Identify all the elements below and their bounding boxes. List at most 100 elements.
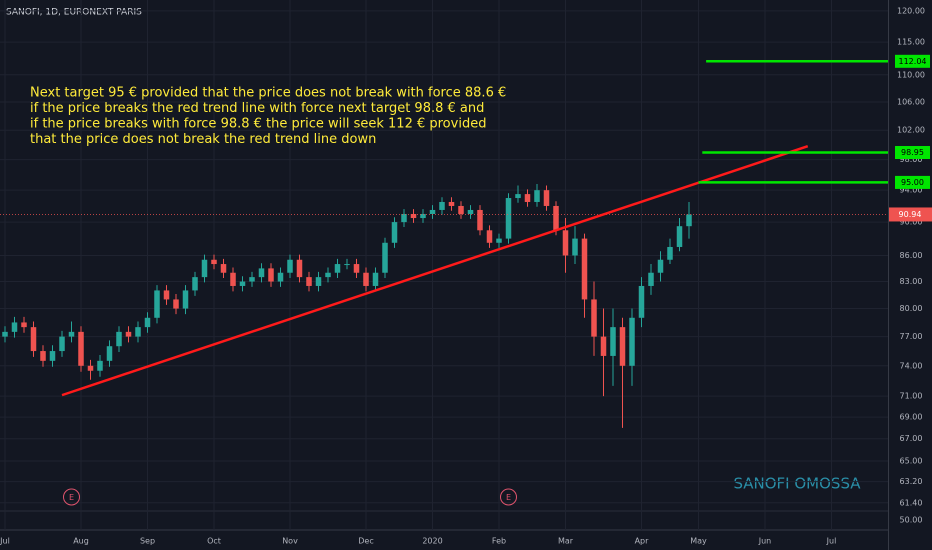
candle-body xyxy=(97,360,103,371)
candle-body xyxy=(591,299,597,337)
y-tick-label: 61.40 xyxy=(900,498,923,507)
candle-body xyxy=(163,290,170,300)
y-tick-label: 83.00 xyxy=(900,277,923,286)
candle-body xyxy=(477,209,483,231)
candle-body xyxy=(676,226,683,247)
annotation-line: if the price breaks with force 98.8 € th… xyxy=(30,117,486,132)
event-marker xyxy=(63,488,80,506)
candle-body xyxy=(524,194,531,202)
chart-title: SANOFI, 1D, EURONEXT PARIS xyxy=(6,8,142,18)
candle-body xyxy=(448,201,455,206)
candle-body xyxy=(353,264,360,273)
candle-body xyxy=(296,259,303,278)
candle-body xyxy=(515,194,521,199)
y-tick-label: 115.00 xyxy=(897,38,925,47)
candle-body xyxy=(87,365,94,371)
trend-line xyxy=(61,145,809,397)
candle-body xyxy=(2,331,8,337)
x-tick-label: Jun xyxy=(758,537,772,546)
candle-body xyxy=(268,268,274,282)
level-label: 112.04 xyxy=(899,57,927,66)
candle-body xyxy=(391,222,398,243)
candle-body xyxy=(648,272,654,286)
annotation-line: Next target 95 € provided that the price… xyxy=(30,86,506,101)
candle-body xyxy=(429,209,436,214)
x-tick-label: May xyxy=(690,537,707,546)
candle-body xyxy=(610,327,616,356)
candle-body xyxy=(686,214,692,227)
x-tick-label: Sep xyxy=(140,537,155,546)
candle-body xyxy=(458,205,464,214)
y-tick-label: 67.00 xyxy=(900,434,923,443)
y-tick-label: 77.00 xyxy=(900,332,923,341)
candle-body xyxy=(382,242,388,273)
candle-body xyxy=(144,317,151,328)
y-tick-label: 63.20 xyxy=(900,477,923,486)
candle-body xyxy=(135,327,141,337)
candle-body xyxy=(154,290,160,318)
candle-body xyxy=(239,281,246,286)
y-tick-label: 69.00 xyxy=(900,413,923,422)
annotation-line: if the price breaks the red trend line w… xyxy=(30,101,484,116)
candle-body xyxy=(619,327,626,366)
candle-body xyxy=(277,272,284,282)
candle-body xyxy=(192,277,198,291)
candle-body xyxy=(21,322,27,328)
candle-body xyxy=(287,259,293,273)
candle-body xyxy=(230,272,236,286)
x-tick-label: Nov xyxy=(282,537,298,546)
x-tick-label: 2020 xyxy=(422,537,442,546)
y-tick-label: 90.00 xyxy=(900,218,923,227)
candle-body xyxy=(667,246,673,260)
x-tick-label: Apr xyxy=(635,537,650,546)
y-tick-label: 106.00 xyxy=(897,97,925,106)
candle-body xyxy=(496,238,502,243)
candle-body xyxy=(534,190,540,202)
candle-body xyxy=(78,331,84,366)
candle-body xyxy=(363,272,369,286)
candle-body xyxy=(11,322,18,332)
x-tick-label: Jul xyxy=(0,537,10,546)
y-tick-label: 102.00 xyxy=(897,126,925,135)
last-price-box xyxy=(889,207,932,222)
level-label: 95.00 xyxy=(901,178,924,187)
x-tick-label: Mar xyxy=(558,537,574,546)
level-label: 98.95 xyxy=(901,148,924,157)
candle-body xyxy=(467,209,474,214)
candle-body xyxy=(553,205,559,231)
candle-body xyxy=(201,259,208,278)
x-tick-label: Jul xyxy=(826,537,837,546)
x-tick-label: Feb xyxy=(492,537,506,546)
level-box xyxy=(895,146,930,160)
y-tick-label: 50.00 xyxy=(900,516,923,525)
candle-body xyxy=(562,230,569,256)
candle-body xyxy=(344,264,350,266)
candle-body xyxy=(325,272,331,278)
candle-body xyxy=(439,201,445,210)
candle-body xyxy=(40,351,46,361)
level-box xyxy=(895,175,930,189)
candle-body xyxy=(30,327,37,352)
y-tick-label: 65.00 xyxy=(900,456,923,465)
candle-body xyxy=(372,272,379,286)
y-tick-label: 80.00 xyxy=(900,304,923,313)
candle-body xyxy=(638,285,645,318)
candle-body xyxy=(401,213,407,223)
y-tick-label: 98.00 xyxy=(900,155,923,164)
candle-body xyxy=(306,277,312,286)
candle-body xyxy=(116,331,122,347)
candle-body xyxy=(600,336,607,356)
y-tick-label: 110.00 xyxy=(897,70,925,79)
candle-body xyxy=(106,346,113,361)
y-tick-label: 94.00 xyxy=(900,186,923,195)
candle-body xyxy=(220,264,227,273)
candle-body xyxy=(315,277,322,286)
x-tick-label: Aug xyxy=(73,537,89,546)
candle-body xyxy=(581,238,588,300)
candle-body xyxy=(59,336,65,352)
candle-body xyxy=(334,264,341,273)
candle-body xyxy=(125,331,132,337)
y-tick-label: 74.00 xyxy=(900,361,923,370)
event-label: E xyxy=(69,493,74,502)
